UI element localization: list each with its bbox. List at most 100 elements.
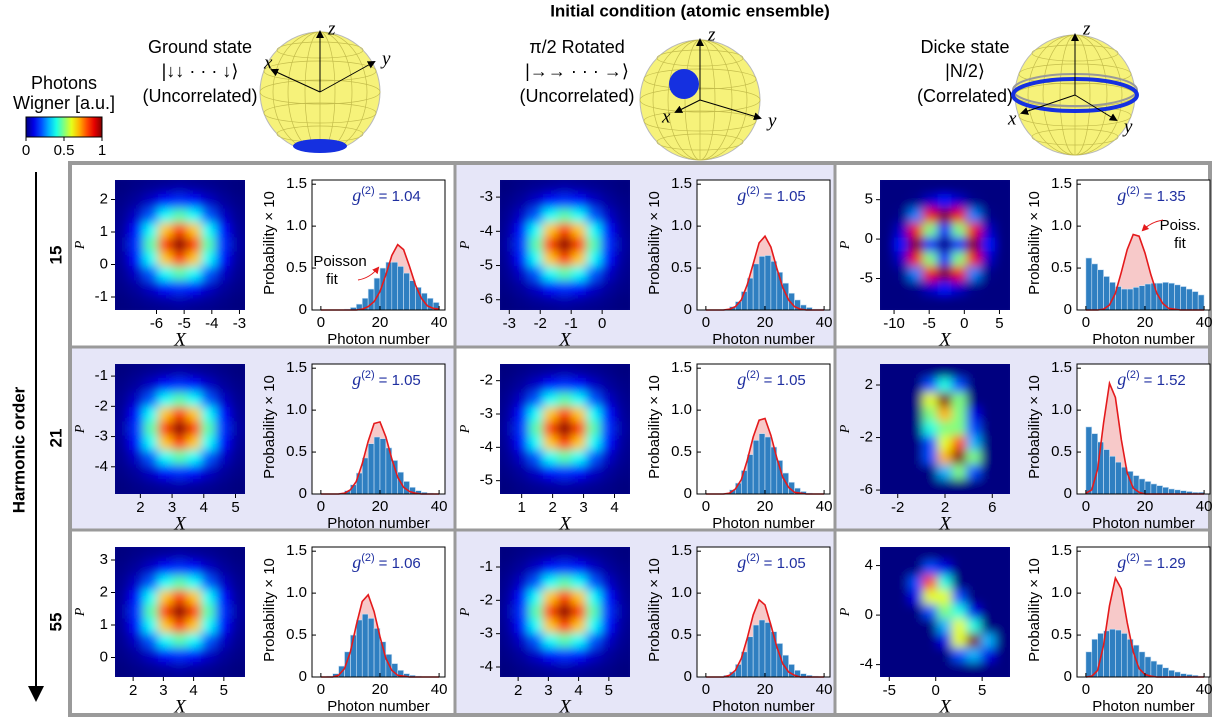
heatmap-cell xyxy=(557,180,573,195)
plot-frame xyxy=(1076,546,1211,678)
bar xyxy=(1150,483,1158,495)
heatmap-cell xyxy=(922,237,939,253)
heatmap-cell xyxy=(157,377,174,394)
y-tick-label: 1.0 xyxy=(671,217,692,234)
column-note: (Uncorrelated) xyxy=(142,86,257,106)
heatmap-cell xyxy=(215,464,232,481)
heatmap-cell xyxy=(893,222,910,239)
heatmap-cell xyxy=(586,450,602,466)
heatmap-cell xyxy=(513,406,530,423)
annotation-superscript: (2) xyxy=(361,369,374,381)
heatmap-cell xyxy=(557,266,573,282)
x-tick-label: 5 xyxy=(978,682,986,699)
heatmap-cell xyxy=(600,237,617,253)
x-axis-label: Photon number xyxy=(327,515,430,532)
heatmap-cell xyxy=(143,377,159,394)
heatmap-cell xyxy=(128,377,145,394)
heatmap-cell xyxy=(128,560,145,577)
heatmap-cell xyxy=(995,604,1010,620)
heatmap-cell xyxy=(500,589,515,606)
heatmap-cell xyxy=(186,237,203,253)
heatmap-cell xyxy=(128,435,145,452)
heatmap-cell xyxy=(143,193,159,210)
x-tick-label: 1 xyxy=(517,499,525,516)
y-tick-label: 3 xyxy=(100,551,108,568)
heatmap-cell xyxy=(980,251,997,268)
heatmap-cell xyxy=(201,406,217,423)
x-axis-label: X xyxy=(558,513,572,534)
heatmap-cell xyxy=(966,618,982,635)
heatmap-cell xyxy=(937,618,953,635)
y-tick-label: -4 xyxy=(480,658,493,675)
heatmap-cell xyxy=(128,421,145,437)
heatmap-cell xyxy=(201,435,217,452)
y-tick-label: 1.5 xyxy=(286,542,307,559)
heatmap-cell xyxy=(542,589,559,606)
heatmap-cell xyxy=(186,662,203,677)
heatmap-cell xyxy=(571,575,588,591)
heatmap-cell xyxy=(201,421,217,437)
y-axis-label: Probability × 10 xyxy=(646,375,663,479)
heatmap-cell xyxy=(893,208,910,224)
heatmap-cell xyxy=(528,392,544,408)
bar xyxy=(391,261,399,311)
annotation-text: = 1.52 xyxy=(1144,372,1186,389)
heatmap-cell xyxy=(893,450,910,466)
fit-label: fit xyxy=(326,271,339,288)
heatmap-cell xyxy=(908,406,924,423)
heatmap-cell xyxy=(143,280,159,297)
heatmap-cells xyxy=(880,180,1010,310)
heatmap-cell xyxy=(201,464,217,481)
heatmap-cell xyxy=(215,604,232,620)
heatmap-cell xyxy=(893,280,910,297)
heatmap-cell xyxy=(893,266,910,282)
heatmap-cell xyxy=(172,450,188,466)
heatmap-cell xyxy=(513,295,530,310)
heatmap-cell xyxy=(571,479,588,494)
x-tick-label: 40 xyxy=(816,498,833,515)
heatmap-cell xyxy=(513,450,530,466)
heatmap-cell xyxy=(542,406,559,423)
heatmap-cell xyxy=(908,547,924,562)
heatmap-cell xyxy=(528,633,544,649)
heatmap-cell xyxy=(557,547,573,562)
heatmap-cell xyxy=(528,377,544,394)
heatmap-cell xyxy=(172,479,188,494)
heatmap-cell xyxy=(215,208,232,224)
heatmap-cell xyxy=(201,547,217,562)
y-tick-label: -2 xyxy=(95,397,108,414)
heatmap-cell xyxy=(186,193,203,210)
heatmap-cell xyxy=(201,251,217,268)
fit-label: fit xyxy=(1174,235,1187,252)
heatmap-cell xyxy=(215,377,232,394)
y-tick-label: 1.5 xyxy=(1051,542,1072,559)
heatmap-cell xyxy=(615,662,630,677)
heatmap-cell xyxy=(128,251,145,268)
heatmap-cell xyxy=(951,464,968,481)
heatmap-cell xyxy=(230,208,245,224)
heatmap-cell xyxy=(500,464,515,481)
heatmap-cell xyxy=(908,251,924,268)
heatmap-cell xyxy=(500,560,515,577)
heatmap-cell xyxy=(500,208,515,224)
heatmap-cell xyxy=(172,392,188,408)
y-tick-label: 2 xyxy=(100,190,108,207)
y-axis-label: P xyxy=(73,607,88,617)
heatmap-cell xyxy=(557,604,573,620)
heatmap-cell xyxy=(557,280,573,297)
heatmap-cell xyxy=(230,392,245,408)
bar xyxy=(1103,449,1110,495)
heatmap-cell xyxy=(172,280,188,297)
y-tick-label: -6 xyxy=(480,291,493,308)
heatmap-cell xyxy=(528,237,544,253)
bar xyxy=(1144,283,1152,311)
heatmap-cell xyxy=(908,647,924,664)
heatmap-cell xyxy=(128,237,145,253)
y-tick-label: 0 xyxy=(299,485,307,502)
heatmap-cell xyxy=(571,464,588,481)
heatmap-cell xyxy=(615,479,630,494)
heatmap-cell xyxy=(586,180,602,195)
heatmap-cell xyxy=(172,633,188,649)
heatmap-cell xyxy=(893,618,910,635)
heatmap-cell xyxy=(215,547,232,562)
